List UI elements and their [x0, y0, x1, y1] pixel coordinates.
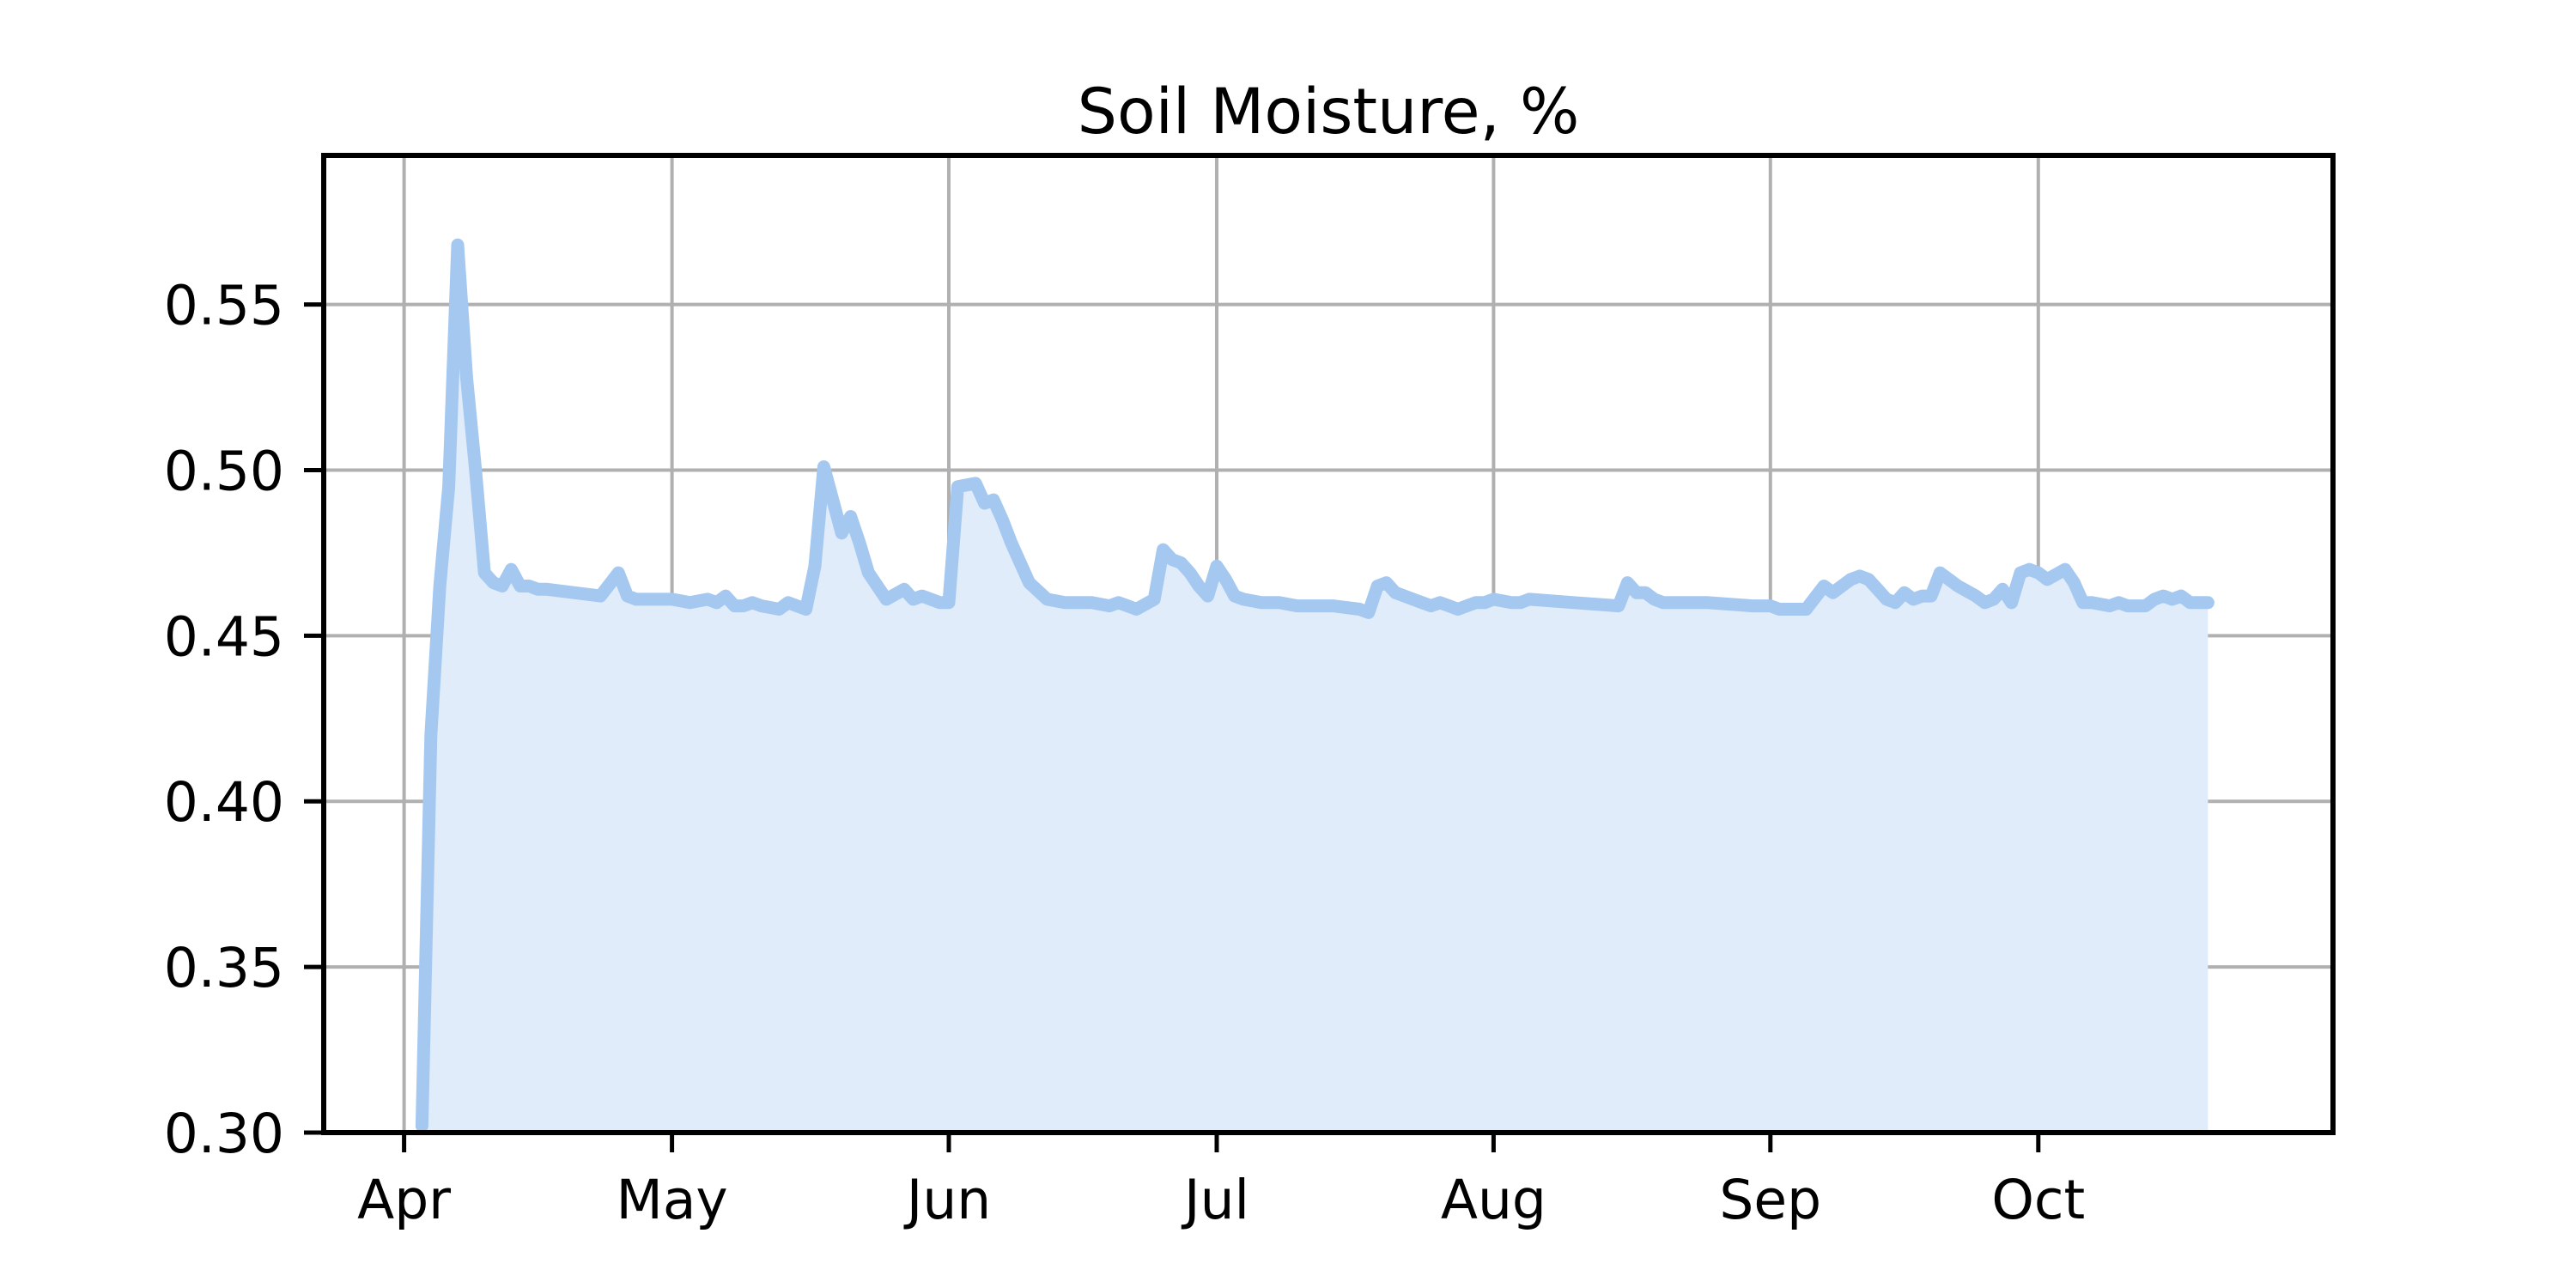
x-tick-label: Jun: [903, 1169, 991, 1231]
axes: Apr May Jun Jul Aug Sep Oct 0.30 0.35 0.40 0.45 0.5…: [164, 153, 2336, 1231]
series-line: [415, 238, 2215, 1133]
y-tick-label: 0.30: [164, 1103, 284, 1165]
y-tick-label: 0.35: [164, 937, 284, 999]
plot-frame: [321, 153, 2336, 1135]
x-tick-label: Apr: [357, 1169, 451, 1231]
series-area-fill: [422, 245, 2208, 1133]
y-tick-label: 0.45: [164, 605, 284, 668]
chart-title: Soil Moisture, %: [1078, 76, 1580, 149]
plot-data: [415, 238, 2215, 1133]
x-tick-label: Oct: [1991, 1169, 2085, 1231]
y-tick-label: 0.55: [164, 275, 284, 337]
y-tick-label: 0.50: [164, 440, 284, 502]
y-tick-label: 0.40: [164, 771, 284, 834]
x-tick-label: Aug: [1441, 1169, 1546, 1231]
x-tick-label: Sep: [1719, 1169, 1821, 1231]
x-tick-label: Jul: [1181, 1169, 1249, 1231]
x-tick-label: May: [616, 1169, 727, 1231]
